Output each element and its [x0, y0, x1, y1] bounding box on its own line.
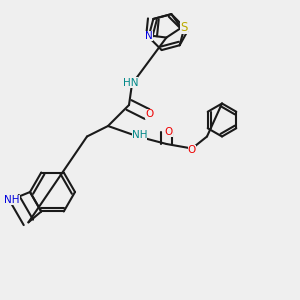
Text: O: O — [145, 109, 154, 119]
Text: N: N — [145, 31, 152, 41]
Text: NH: NH — [132, 130, 147, 140]
Text: S: S — [181, 21, 188, 34]
Text: O: O — [165, 127, 173, 137]
Text: O: O — [188, 145, 196, 155]
Text: HN: HN — [123, 77, 138, 88]
Text: NH: NH — [4, 195, 20, 205]
